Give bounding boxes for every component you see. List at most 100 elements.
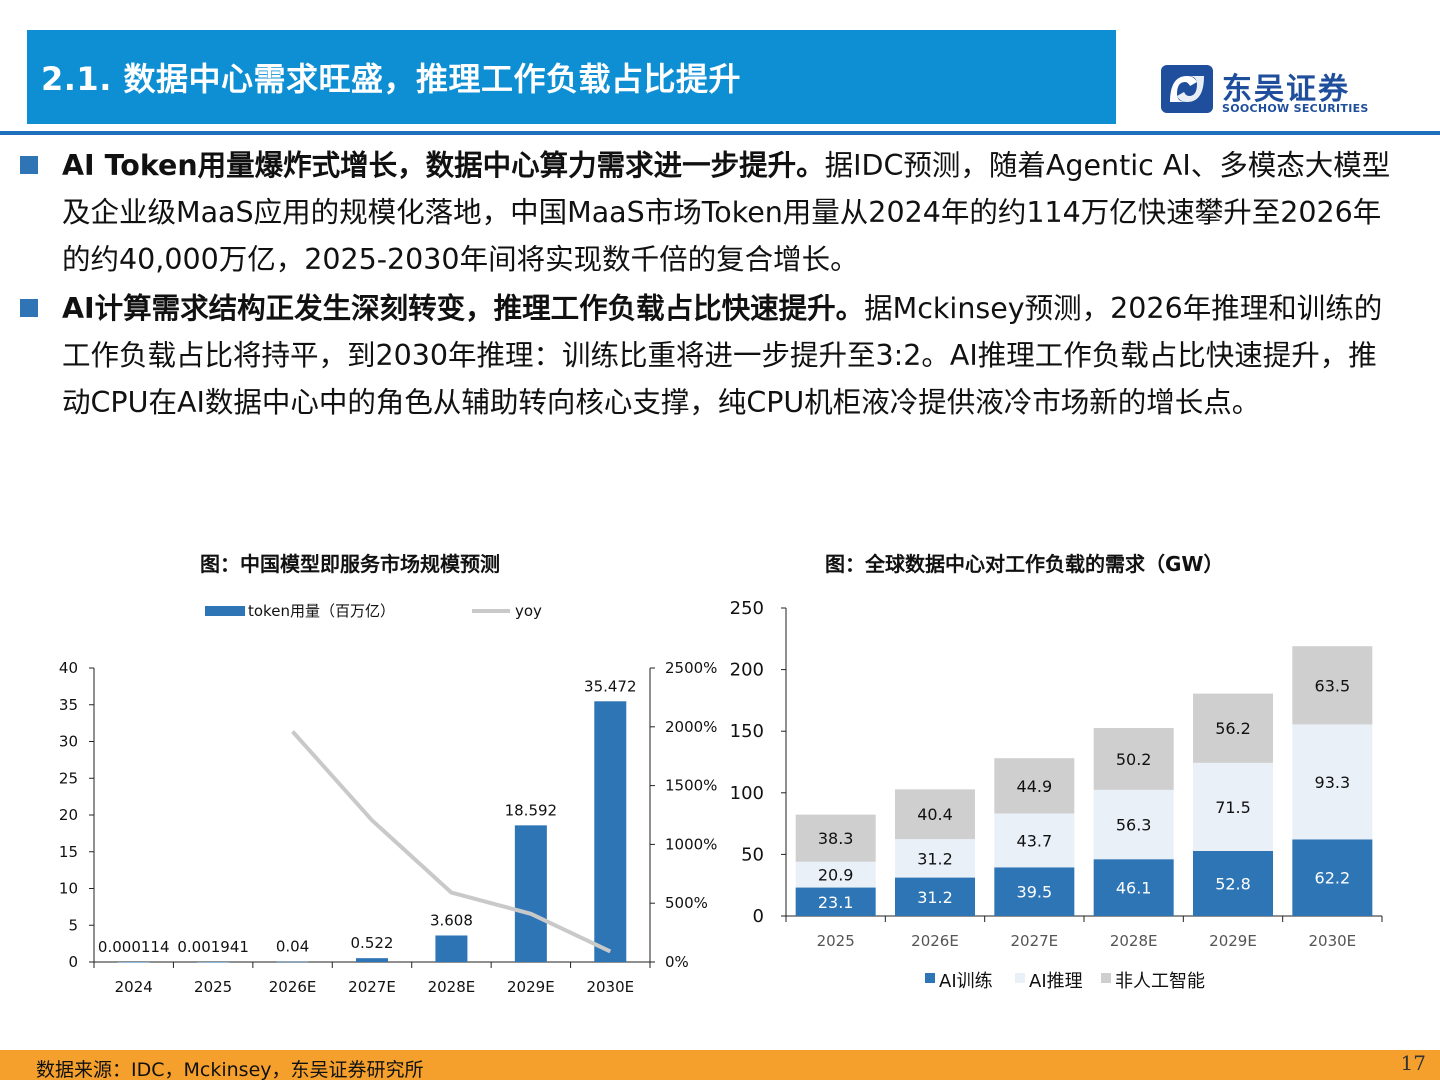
data-source: 数据来源：IDC，Mckinsey，东吴证券研究所 — [36, 1059, 424, 1081]
bullet-body: 据IDC预测，随着Agentic AI、多模态大模型及企业级MaaS应用的规模化… — [62, 149, 1391, 276]
page-title: 2.1. 数据中心需求旺盛，推理工作负载占比提升 — [41, 60, 741, 98]
title-bar: 2.1. 数据中心需求旺盛，推理工作负载占比提升 — [27, 30, 1116, 124]
data-label-token: 0.001941 — [177, 938, 249, 956]
data-label-token: 0.04 — [276, 938, 309, 956]
data-label-segment: 43.7 — [1017, 831, 1053, 850]
bullet-heading: AI计算需求结构正发生深刻转变，推理工作负载占比快速提升。 — [62, 292, 865, 325]
data-label-segment: 38.3 — [818, 829, 854, 848]
workload-demand-chart: 0 50 100 150 200 250 23.1 20.9 38.3 2025 31.2 31.2 4… — [730, 598, 1383, 992]
x-tick-label: 2028E — [1110, 932, 1158, 950]
data-label-segment: 31.2 — [917, 888, 953, 907]
x-tick-label: 2025 — [194, 978, 232, 996]
x-tick-label: 2029E — [1209, 932, 1257, 950]
data-label-segment: 63.5 — [1315, 676, 1351, 695]
stacked-bar-segment — [795, 814, 876, 862]
chart-title-maas: 图：中国模型即服务市场规模预测 — [200, 552, 500, 576]
y-tick-label: 250 — [730, 598, 764, 619]
bullet-square-icon — [20, 299, 38, 317]
stacked-bar-segment — [1292, 646, 1373, 725]
data-label-token: 3.608 — [430, 911, 473, 929]
legend-swatch — [1101, 973, 1111, 983]
bar-token-usage — [594, 701, 627, 962]
x-tick-label: 2027E — [348, 978, 396, 996]
footer-bar: 数据来源：IDC，Mckinsey，东吴证券研究所 17 — [0, 1050, 1440, 1081]
y-tick-label: 5 — [68, 916, 78, 934]
bar-token-usage — [435, 935, 468, 962]
data-label-segment: 56.2 — [1215, 719, 1251, 738]
bullet-token-growth: AI Token用量爆炸式增长，数据中心算力需求进一步提升。据IDC预测，随着A… — [20, 142, 1400, 283]
y-tick-label: 30 — [59, 733, 78, 751]
stacked-bar-segment — [1193, 693, 1273, 763]
logo-english-name: SOOCHOW SECURITIES — [1222, 102, 1369, 115]
data-label-segment: 62.2 — [1315, 869, 1351, 888]
x-tick-label: 2030E — [1309, 932, 1357, 950]
x-tick-label: 2026E — [269, 978, 317, 996]
data-label-segment: 20.9 — [818, 866, 854, 885]
y-tick-label: 15 — [59, 843, 78, 861]
x-tick-label: 2026E — [911, 932, 959, 950]
stacked-bar-segment — [895, 839, 975, 878]
data-label-token: 0.522 — [351, 934, 394, 952]
stacked-bar-segment — [994, 758, 1075, 814]
stacked-bar-segment — [994, 813, 1075, 868]
stacked-bar-segment — [1193, 762, 1273, 851]
data-label-token: 35.472 — [584, 677, 637, 695]
data-label-token: 0.000114 — [98, 938, 170, 956]
chart-title-workload: 图：全球数据中心对工作负载的需求（GW） — [825, 552, 1224, 576]
x-tick-label: 2029E — [507, 978, 555, 996]
data-label-segment: 46.1 — [1116, 879, 1152, 898]
x-tick-label: 2030E — [586, 978, 634, 996]
stacked-bar-segment — [895, 789, 975, 840]
y-tick-label: 20 — [59, 806, 78, 824]
data-label-segment: 93.3 — [1315, 773, 1351, 792]
stacked-bar-segment — [1292, 724, 1373, 840]
stacked-bar-segment — [1093, 727, 1174, 790]
y-tick-label: 200 — [730, 660, 764, 681]
legend-swatch-token — [205, 606, 245, 616]
y2-tick-label: 2000% — [665, 718, 717, 736]
legend-label: AI训练 — [939, 971, 993, 992]
x-tick-label: 2025 — [817, 932, 855, 950]
legend-swatch — [1015, 973, 1025, 983]
y2-tick-label: 2500% — [665, 659, 717, 677]
stacked-bar-segment — [994, 867, 1075, 916]
bullet-heading: AI Token用量爆炸式增长，数据中心算力需求进一步提升。 — [62, 149, 825, 182]
y-tick-label: 25 — [59, 769, 78, 787]
y2-tick-label: 500% — [665, 894, 708, 912]
y-tick-label: 40 — [59, 659, 78, 677]
x-tick-label: 2027E — [1011, 932, 1059, 950]
y-tick-label: 0 — [753, 906, 764, 927]
data-label-segment: 23.1 — [818, 893, 854, 912]
y2-tick-label: 1000% — [665, 835, 717, 853]
stacked-bar-segment — [1093, 789, 1174, 860]
legend-label: 非人工智能 — [1115, 971, 1205, 992]
y-tick-label: 150 — [730, 721, 764, 742]
bar-token-usage — [356, 958, 388, 962]
y-tick-label: 100 — [730, 783, 764, 804]
bar-token-usage — [276, 961, 309, 963]
bullet-inference-shift: AI计算需求结构正发生深刻转变，推理工作负载占比快速提升。据Mckinsey预测… — [20, 285, 1400, 426]
stacked-bar-segment — [795, 887, 876, 916]
x-tick-label: 2024 — [115, 978, 153, 996]
data-label-segment: 56.3 — [1116, 816, 1152, 835]
y2-tick-label: 0% — [665, 953, 689, 971]
data-label-segment: 71.5 — [1215, 798, 1251, 817]
data-label-segment: 40.4 — [917, 805, 953, 824]
logo-chinese-name: 东吴证券 — [1222, 72, 1350, 107]
y-tick-label: 50 — [741, 844, 764, 865]
legend-label-yoy: yoy — [515, 602, 542, 620]
data-label-segment: 44.9 — [1017, 777, 1053, 796]
bar-token-usage — [117, 961, 150, 963]
bullet-list: AI Token用量爆炸式增长，数据中心算力需求进一步提升。据IDC预测，随着A… — [20, 142, 1400, 426]
line-yoy — [291, 730, 612, 954]
page-number: 17 — [1400, 1051, 1426, 1075]
data-label-segment: 31.2 — [917, 849, 953, 868]
data-label-token: 18.592 — [505, 801, 558, 819]
maas-market-chart: token用量（百万亿） yoy05101520253035400%500%100… — [59, 602, 718, 996]
legend-label-token: token用量（百万亿） — [248, 602, 395, 620]
company-logo: 东吴证券 SOOCHOW SECURITIES — [1160, 62, 1375, 118]
stacked-bar-segment — [1093, 859, 1174, 916]
header-divider — [0, 131, 1440, 135]
legend-swatch — [925, 973, 935, 983]
y-tick-label: 35 — [59, 696, 78, 714]
